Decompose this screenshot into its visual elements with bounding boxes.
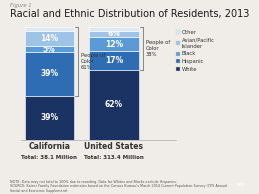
Text: 14%: 14% <box>40 34 58 43</box>
Text: 5%: 5% <box>43 45 56 54</box>
Bar <box>25 52 74 96</box>
Bar <box>25 30 74 46</box>
Bar <box>89 51 139 70</box>
Text: 62%: 62% <box>105 100 123 109</box>
Text: Total: 313.4 Million: Total: 313.4 Million <box>84 155 144 160</box>
Bar <box>89 70 139 140</box>
Bar <box>25 27 74 30</box>
Bar <box>25 96 74 140</box>
Text: 17%: 17% <box>105 56 123 65</box>
Text: Racial and Ethnic Distribution of Residents, 2013: Racial and Ethnic Distribution of Reside… <box>10 9 250 19</box>
Bar <box>89 37 139 51</box>
Text: 39%: 39% <box>40 113 58 122</box>
Text: Figure 1: Figure 1 <box>10 3 32 8</box>
Text: 6%: 6% <box>107 29 120 38</box>
Text: Total: 38.1 Million: Total: 38.1 Million <box>21 155 77 160</box>
Text: 39%: 39% <box>40 69 58 78</box>
Text: KFF: KFF <box>236 183 245 187</box>
Bar <box>25 46 74 52</box>
Text: NOTE: Data may not total to 100% due to rounding. Data for Whites and Blacks exc: NOTE: Data may not total to 100% due to … <box>10 180 228 193</box>
Legend: Other, Asian/Pacific
Islander, Black, Hispanic, White: Other, Asian/Pacific Islander, Black, Hi… <box>176 30 215 72</box>
Text: People of
Color
38%: People of Color 38% <box>146 40 170 57</box>
Bar <box>89 30 139 37</box>
Text: People of
Color
61%: People of Color 61% <box>81 53 105 70</box>
Bar <box>89 27 139 30</box>
Text: 12%: 12% <box>105 40 123 48</box>
